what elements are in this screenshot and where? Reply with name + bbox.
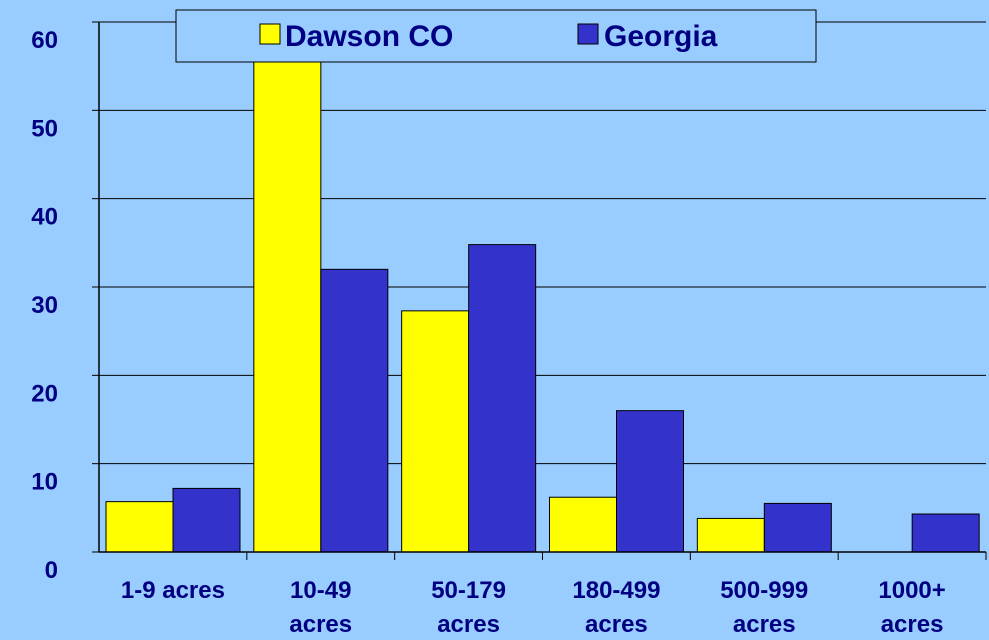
legend-box [175, 9, 817, 63]
legend-swatch-dawson [259, 23, 281, 45]
x-tick-label: 50-179 [431, 577, 506, 604]
x-tick-label: acres [289, 611, 352, 638]
bar-dawson-2 [401, 310, 470, 553]
legend: Dawson CO Georgia [175, 9, 817, 63]
bars [105, 56, 980, 553]
bar-georgia-1 [320, 268, 389, 553]
bar-dawson-4 [696, 517, 765, 553]
y-tick-label: 40 [31, 204, 58, 231]
y-tick-labels: 0 10 20 30 40 50 60 [31, 21, 99, 584]
bar-georgia-4 [763, 502, 832, 553]
x-tick-label: 1000+ [878, 577, 945, 604]
bar-georgia-0 [172, 487, 241, 553]
y-tick-label: 20 [31, 380, 58, 407]
bar-dawson-3 [549, 496, 617, 553]
legend-swatch-georgia [577, 23, 599, 45]
y-tick-label: 30 [31, 292, 58, 319]
bar-dawson-0 [105, 501, 174, 553]
y-tick-label: 0 [45, 557, 58, 584]
x-tick-label: acres [585, 611, 648, 638]
y-tick-label: 50 [31, 115, 58, 142]
bar-georgia-5 [911, 513, 980, 553]
x-tick-label: acres [733, 611, 796, 638]
gridlines [99, 21, 986, 465]
x-tick-label: 180-499 [572, 577, 660, 604]
legend-label-dawson: Dawson CO [285, 20, 453, 53]
bar-georgia-3 [616, 410, 684, 553]
x-tick-label: 500-999 [720, 577, 808, 604]
legend-label-georgia: Georgia [604, 20, 718, 53]
y-tick-label: 10 [31, 469, 58, 496]
bar-georgia-2 [468, 244, 537, 553]
x-tick-label: 10-49 [290, 577, 351, 604]
x-tick-label: 1-9 acres [121, 577, 225, 604]
x-tick-label: acres [881, 611, 944, 638]
y-tick-label: 60 [31, 27, 58, 54]
x-tick-label: acres [437, 611, 500, 638]
x-tick-labels: 1-9 acres 10-49 acres 50-179 acres 180-499 acr… [121, 552, 987, 638]
bar-dawson-1 [253, 56, 322, 553]
